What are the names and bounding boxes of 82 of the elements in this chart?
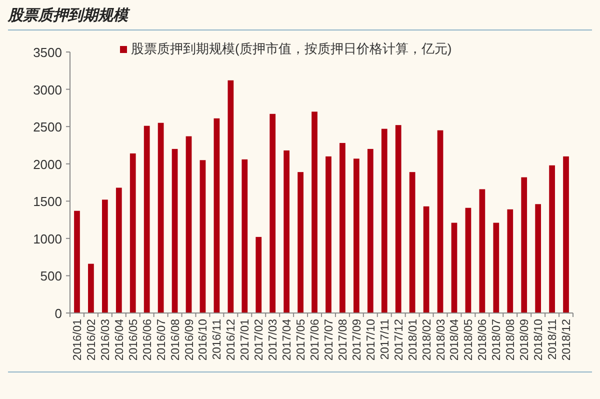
bar (312, 112, 318, 313)
x-tick-label: 2018/06 (477, 319, 490, 361)
x-tick-label: 2016/06 (142, 319, 154, 361)
bar (74, 210, 80, 313)
x-tick-label: 2018/02 (421, 319, 434, 361)
x-tick-label: 2018/03 (435, 319, 448, 361)
x-tick-label: 2017/08 (337, 319, 350, 361)
y-tick-label: 2000 (33, 156, 62, 172)
x-tick-label: 2017/12 (393, 319, 406, 361)
bar (535, 204, 542, 313)
bar (465, 208, 472, 313)
x-tick-label: 2018/08 (505, 319, 518, 361)
bar (228, 80, 234, 313)
bar (381, 128, 388, 313)
x-tick-label: 2017/01 (240, 319, 252, 361)
x-tick-label: 2016/04 (114, 318, 126, 361)
bar (409, 172, 416, 313)
x-tick-label: 2016/08 (170, 319, 182, 361)
x-tick-label: 2017/11 (379, 319, 392, 360)
x-tick-label: 2017/03 (268, 319, 280, 361)
y-tick-label: 0 (54, 306, 62, 321)
x-tick-label: 2018/05 (463, 319, 476, 361)
bar (172, 148, 178, 313)
y-tick-label: 3000 (33, 82, 62, 98)
bar (270, 114, 276, 313)
bar (563, 156, 569, 313)
bar (88, 264, 94, 313)
bar (423, 206, 430, 313)
x-tick-label: 2017/06 (310, 319, 322, 361)
bar (367, 148, 374, 313)
y-tick-label: 1500 (33, 194, 62, 210)
x-tick-label: 2018/09 (519, 319, 532, 361)
x-tick-label: 2016/03 (100, 319, 112, 361)
bar (158, 122, 164, 313)
bar (256, 236, 262, 313)
chart-title: 股票质押到期规模 (7, 7, 131, 24)
x-tick-label: 2016/05 (128, 319, 140, 361)
x-tick-label: 2017/05 (296, 319, 308, 361)
x-tick-label: 2016/02 (86, 319, 98, 361)
x-tick-label: 2018/07 (491, 319, 504, 361)
bar (144, 126, 150, 313)
bar (200, 160, 206, 313)
x-tick-label: 2018/04 (449, 318, 462, 361)
x-tick-label: 2018/01 (407, 319, 420, 361)
x-tick-label: 2016/12 (226, 319, 238, 361)
x-tick-label: 2016/01 (72, 319, 84, 361)
y-tick-label: 1000 (33, 231, 62, 246)
bar (298, 172, 304, 313)
x-tick-label: 2018/10 (533, 319, 546, 361)
x-tick-label: 2016/10 (198, 319, 210, 361)
x-tick-label: 2018/12 (561, 319, 574, 361)
y-tick-label: 2500 (33, 120, 62, 135)
bar (326, 156, 332, 313)
bar (340, 142, 346, 313)
bar (214, 118, 220, 313)
x-tick-label: 2018/11 (547, 319, 560, 360)
bar (451, 222, 458, 313)
x-tick-label: 2016/07 (156, 319, 168, 361)
bar (186, 136, 192, 313)
bar (395, 125, 402, 313)
bar (507, 209, 514, 313)
x-tick-label: 2017/04 (282, 318, 294, 361)
x-tick-label: 2016/11 (212, 319, 224, 360)
bar (242, 159, 248, 313)
x-tick-label: 2017/02 (254, 319, 266, 361)
bar (437, 130, 444, 313)
x-tick-label: 2017/10 (365, 319, 378, 361)
bar (353, 158, 360, 313)
bar (479, 189, 486, 313)
y-tick-label: 500 (40, 268, 62, 284)
bar (116, 188, 122, 313)
bar (102, 200, 108, 313)
bar (493, 222, 500, 313)
bar (521, 177, 528, 313)
bar (549, 165, 555, 313)
bar (130, 153, 136, 313)
x-tick-label: 2016/09 (184, 319, 196, 361)
y-tick-label: 3500 (33, 45, 62, 60)
x-tick-label: 2017/09 (351, 319, 364, 361)
x-tick-label: 2017/07 (323, 319, 336, 361)
bar (284, 150, 290, 313)
legend-label: 股票质押到期规模(质押市值，按质押日价格计算，亿元) (131, 41, 452, 56)
